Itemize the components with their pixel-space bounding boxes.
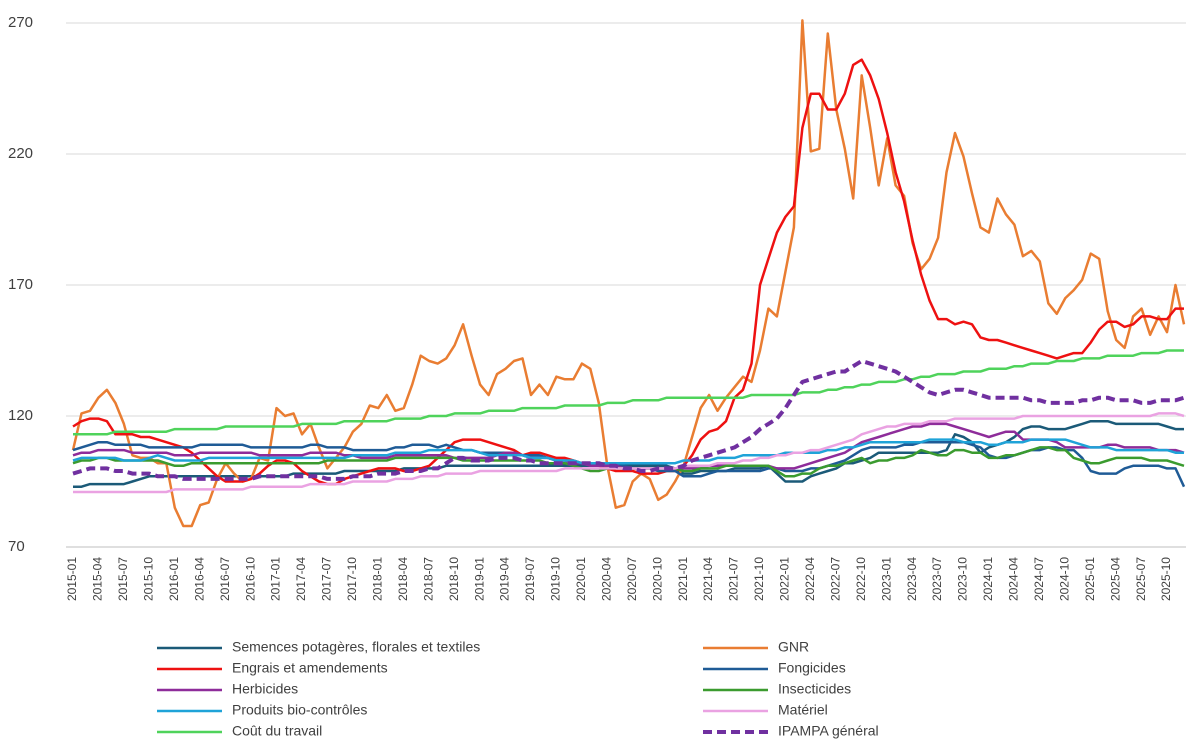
x-tick-label: 2019-10 bbox=[549, 557, 563, 601]
y-tick-label: 220 bbox=[8, 145, 33, 162]
x-tick-label: 2018-01 bbox=[370, 557, 384, 601]
x-tick-label: 2022-07 bbox=[828, 557, 842, 601]
x-tick-label: 2021-07 bbox=[727, 557, 741, 601]
legend-label: Coût du travail bbox=[232, 723, 322, 739]
x-tick-label: 2015-04 bbox=[91, 557, 105, 601]
x-tick-label: 2023-07 bbox=[930, 557, 944, 601]
legend-label: Semences potagères, florales et textiles bbox=[232, 639, 480, 655]
x-tick-label: 2015-07 bbox=[116, 557, 130, 601]
x-tick-label: 2015-01 bbox=[65, 557, 79, 601]
legend-label: Matériel bbox=[778, 702, 828, 718]
x-tick-label: 2020-04 bbox=[599, 557, 613, 601]
legend-label: Fongicides bbox=[778, 660, 846, 676]
legend-label: Insecticides bbox=[778, 681, 851, 697]
series-line bbox=[72, 58, 1184, 486]
x-tick-label: 2019-04 bbox=[498, 557, 512, 601]
legend-label: Herbicides bbox=[232, 681, 298, 697]
x-tick-label: 2024-10 bbox=[1057, 557, 1071, 601]
y-tick-label: 270 bbox=[8, 14, 33, 31]
x-tick-label: 2019-01 bbox=[472, 557, 486, 601]
legend-label: Produits bio-contrôles bbox=[232, 702, 367, 718]
y-tick-label: 70 bbox=[8, 538, 25, 555]
legend-label: IPAMPA général bbox=[778, 723, 879, 739]
series-line bbox=[71, 19, 1186, 528]
series-line bbox=[72, 422, 1185, 470]
series-line bbox=[72, 359, 1185, 481]
x-tick-label: 2017-01 bbox=[269, 557, 283, 601]
y-tick-label: 170 bbox=[8, 276, 33, 293]
x-tick-label: 2018-07 bbox=[421, 557, 435, 601]
x-tick-label: 2015-10 bbox=[142, 557, 156, 601]
x-tick-label: 2020-07 bbox=[625, 557, 639, 601]
x-tick-label: 2022-01 bbox=[778, 557, 792, 601]
x-tick-label: 2017-07 bbox=[320, 557, 334, 601]
x-tick-label: 2021-01 bbox=[676, 557, 690, 601]
x-tick-label: 2025-01 bbox=[1083, 557, 1097, 601]
x-tick-label: 2025-10 bbox=[1159, 557, 1173, 601]
x-tick-label: 2017-04 bbox=[294, 557, 308, 601]
legend-label: GNR bbox=[778, 639, 809, 655]
x-tick-label: 2023-01 bbox=[879, 557, 893, 601]
series-line bbox=[73, 349, 1184, 436]
x-tick-label: 2025-04 bbox=[1108, 557, 1122, 601]
x-tick-label: 2023-04 bbox=[905, 557, 919, 601]
x-tick-label: 2016-10 bbox=[243, 557, 257, 601]
x-tick-label: 2016-07 bbox=[218, 557, 232, 601]
x-tick-label: 2021-04 bbox=[701, 557, 715, 601]
x-tick-label: 2023-10 bbox=[956, 557, 970, 601]
x-tick-label: 2020-01 bbox=[574, 557, 588, 601]
x-tick-label: 2021-10 bbox=[752, 557, 766, 601]
x-tick-label: 2022-04 bbox=[803, 557, 817, 601]
x-tick-label: 2016-01 bbox=[167, 557, 181, 601]
x-tick-label: 2019-07 bbox=[523, 557, 537, 601]
series-line bbox=[72, 438, 1184, 465]
x-tick-label: 2016-04 bbox=[192, 557, 206, 601]
x-tick-label: 2018-10 bbox=[447, 557, 461, 601]
x-tick-label: 2024-01 bbox=[981, 557, 995, 601]
legend-label: Engrais et amendements bbox=[232, 660, 388, 676]
x-tick-label: 2024-07 bbox=[1032, 557, 1046, 601]
y-tick-label: 120 bbox=[8, 407, 33, 424]
x-tick-label: 2025-07 bbox=[1134, 557, 1148, 601]
x-tick-label: 2018-04 bbox=[396, 557, 410, 601]
x-tick-label: 2020-10 bbox=[650, 557, 664, 601]
x-tick-label: 2017-10 bbox=[345, 557, 359, 601]
x-tick-label: 2024-04 bbox=[1007, 557, 1021, 601]
x-tick-label: 2022-10 bbox=[854, 557, 868, 601]
